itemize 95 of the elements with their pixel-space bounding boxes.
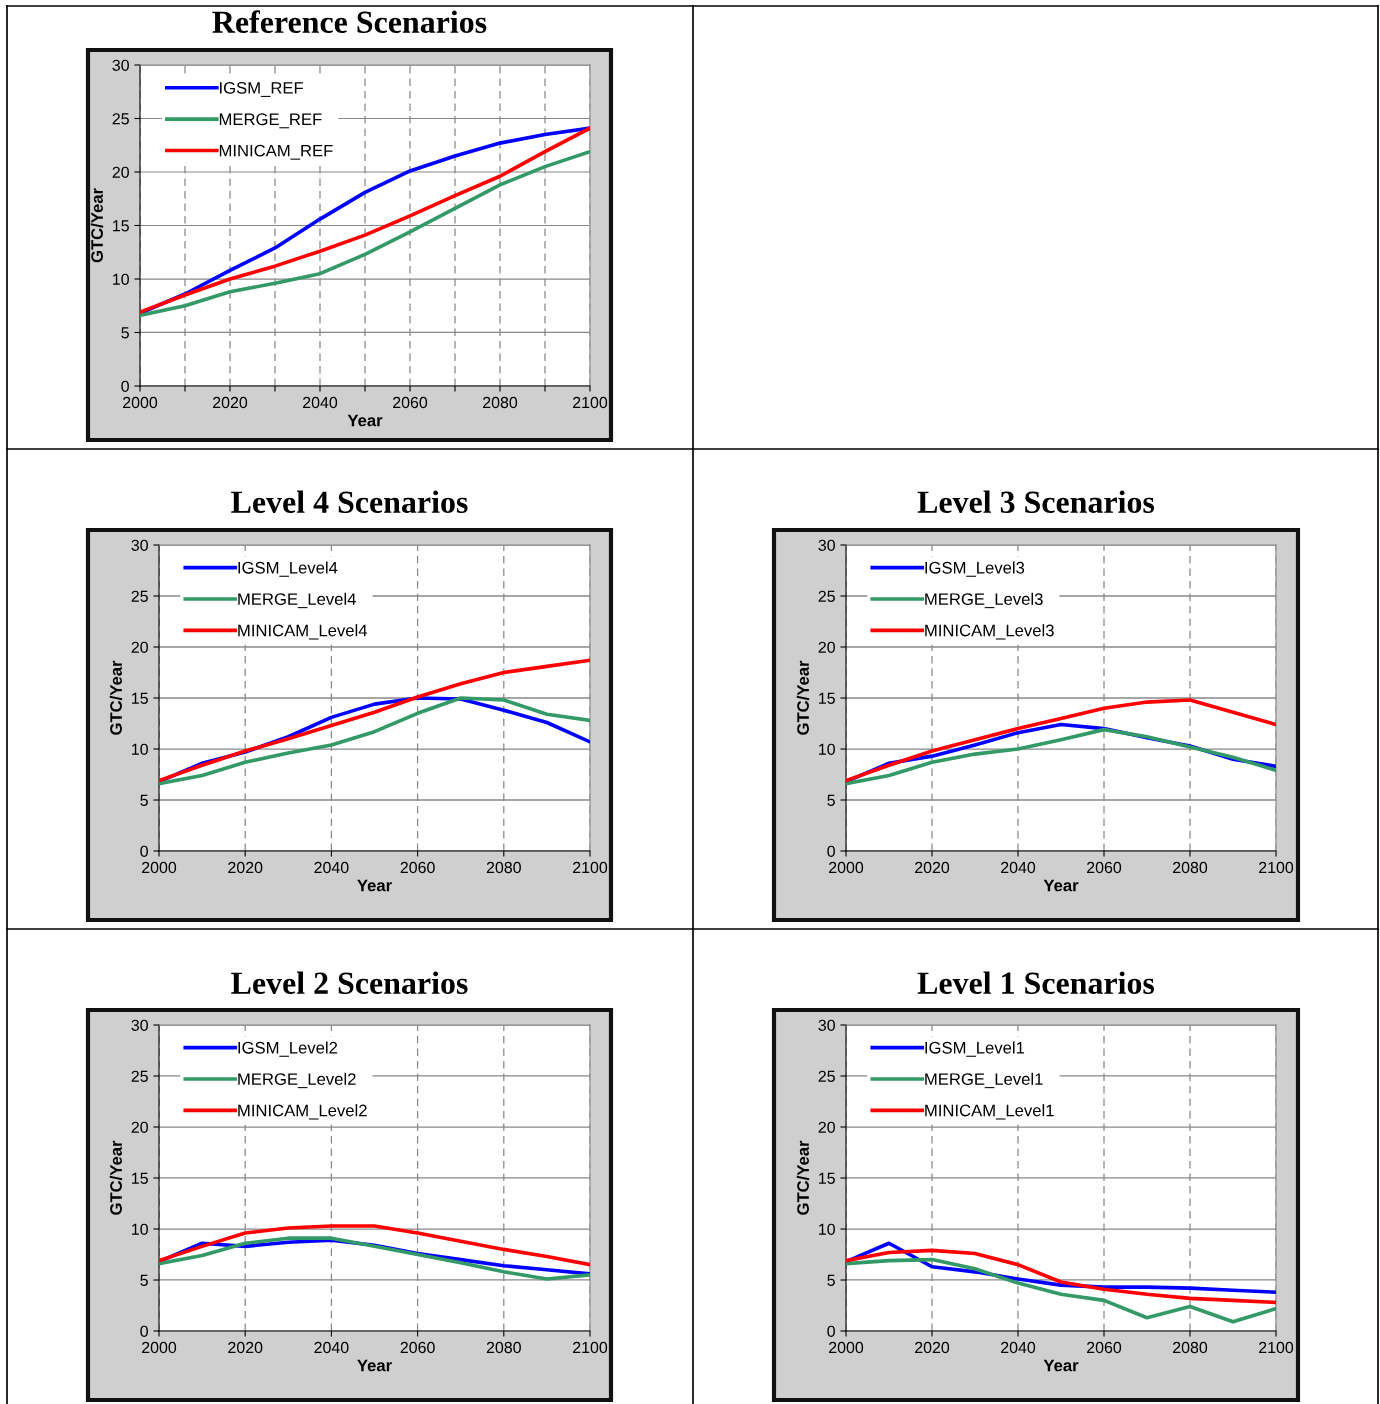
x-tick-label: 2000 [829,1341,864,1354]
y-tick-label: 10 [113,273,129,285]
x-tick-label: 2080 [483,396,518,409]
x-tick-label: 2080 [1173,861,1208,874]
x-tick-label: 2100 [1259,861,1294,874]
legend-label: MERGE_Level2 [238,1072,356,1089]
y-tick-label: 30 [112,59,129,71]
y-tick-label: 5 [827,1274,835,1286]
x-tick-label: 2100 [573,1341,608,1354]
legend-label: IGSM_Level1 [925,1041,1025,1057]
x-tick-label: 2020 [213,396,248,409]
legend-label: MINICAM_Level4 [238,624,368,640]
y-tick-label: 15 [132,692,148,704]
chart-title: Level 1 Scenarios [917,971,1155,994]
y-tick-label: 30 [131,1019,148,1031]
x-axis-title: Year [357,879,392,892]
chart-title: Reference Scenarios [212,10,487,33]
x-axis-title: Year [347,414,383,427]
y-tick-label: 5 [827,794,835,806]
x-tick-label: 2000 [123,396,158,409]
x-tick-label: 2000 [829,861,864,874]
x-tick-label: 2040 [1001,1341,1036,1354]
y-tick-label: 30 [818,539,835,551]
y-tick-label: 20 [131,641,148,653]
y-axis-title: GTC/Year [796,1140,810,1215]
x-tick-label: 2060 [400,861,435,874]
y-tick-label: 5 [140,1274,148,1286]
x-axis-title: Year [1043,1359,1079,1372]
y-tick-label: 25 [818,590,835,602]
legend-label: IGSM_Level2 [238,1041,338,1057]
legend-label: MERGE_REF [219,113,322,129]
y-tick-label: 0 [121,380,129,392]
y-tick-label: 15 [819,692,835,704]
legend-label: MINICAM_Level2 [238,1104,367,1120]
y-tick-label: 10 [132,1223,148,1235]
legend-label: IGSM_REF [220,81,304,97]
y-tick-label: 10 [819,743,835,755]
x-axis-title: Year [357,1359,392,1372]
y-axis-title: GTC/Year [109,1140,123,1215]
legend-label: IGSM_Level3 [925,561,1025,577]
x-tick-label: 2000 [142,861,177,874]
x-tick-label: 2060 [400,1341,435,1354]
y-tick-label: 30 [131,539,148,551]
y-tick-label: 0 [827,845,835,857]
chart-title: Level 4 Scenarios [231,490,468,513]
legend-label: MERGE_Level1 [925,1072,1043,1089]
x-tick-label: 2040 [314,1341,349,1354]
x-tick-label: 2020 [228,1341,263,1354]
x-tick-label: 2060 [1087,861,1122,874]
y-tick-label: 25 [131,590,148,602]
legend-label: MERGE_Level4 [238,592,356,609]
y-axis-title: GTC/Year [90,188,104,263]
legend-label: MINICAM_Level1 [925,1104,1054,1120]
y-tick-label: 20 [818,1121,835,1133]
y-tick-label: 10 [132,743,148,755]
y-tick-label: 30 [818,1019,835,1031]
x-tick-label: 2100 [1259,1341,1294,1354]
x-tick-label: 2040 [1001,861,1036,874]
y-tick-label: 0 [140,1325,148,1337]
x-tick-label: 2040 [303,396,338,409]
chart-title: Level 3 Scenarios [917,490,1155,513]
legend-label: MINICAM_Level3 [925,624,1054,640]
x-tick-label: 2060 [393,396,428,409]
y-tick-label: 15 [113,220,129,232]
x-axis-title: Year [1043,879,1079,892]
x-tick-label: 2080 [1173,1341,1208,1354]
y-tick-label: 0 [827,1325,835,1337]
x-tick-label: 2020 [228,861,263,874]
x-tick-label: 2080 [486,1341,521,1354]
y-tick-label: 15 [132,1172,148,1184]
y-tick-label: 5 [140,794,148,806]
x-tick-label: 2040 [314,861,349,874]
x-tick-label: 2020 [915,861,950,874]
x-tick-label: 2100 [573,396,608,409]
x-tick-label: 2020 [915,1341,950,1354]
y-tick-label: 25 [131,1070,148,1082]
x-tick-label: 2060 [1087,1341,1122,1354]
y-axis-title: GTC/Year [109,660,123,735]
y-tick-label: 0 [140,845,148,857]
y-tick-label: 25 [818,1070,835,1082]
x-tick-label: 2080 [486,861,521,874]
legend-label: IGSM_Level4 [238,561,338,577]
chart-title: Level 2 Scenarios [231,971,468,994]
legend-label: MINICAM_REF [219,144,333,160]
y-tick-label: 15 [819,1172,835,1184]
y-tick-label: 25 [112,113,129,125]
y-tick-label: 5 [121,327,129,339]
y-tick-label: 10 [819,1223,835,1235]
y-tick-label: 20 [112,166,129,178]
x-tick-label: 2000 [142,1341,177,1354]
y-tick-label: 20 [131,1121,148,1133]
x-tick-label: 2100 [573,861,608,874]
y-axis-title: GTC/Year [796,660,810,735]
y-tick-label: 20 [818,641,835,653]
legend-label: MERGE_Level3 [925,592,1043,609]
